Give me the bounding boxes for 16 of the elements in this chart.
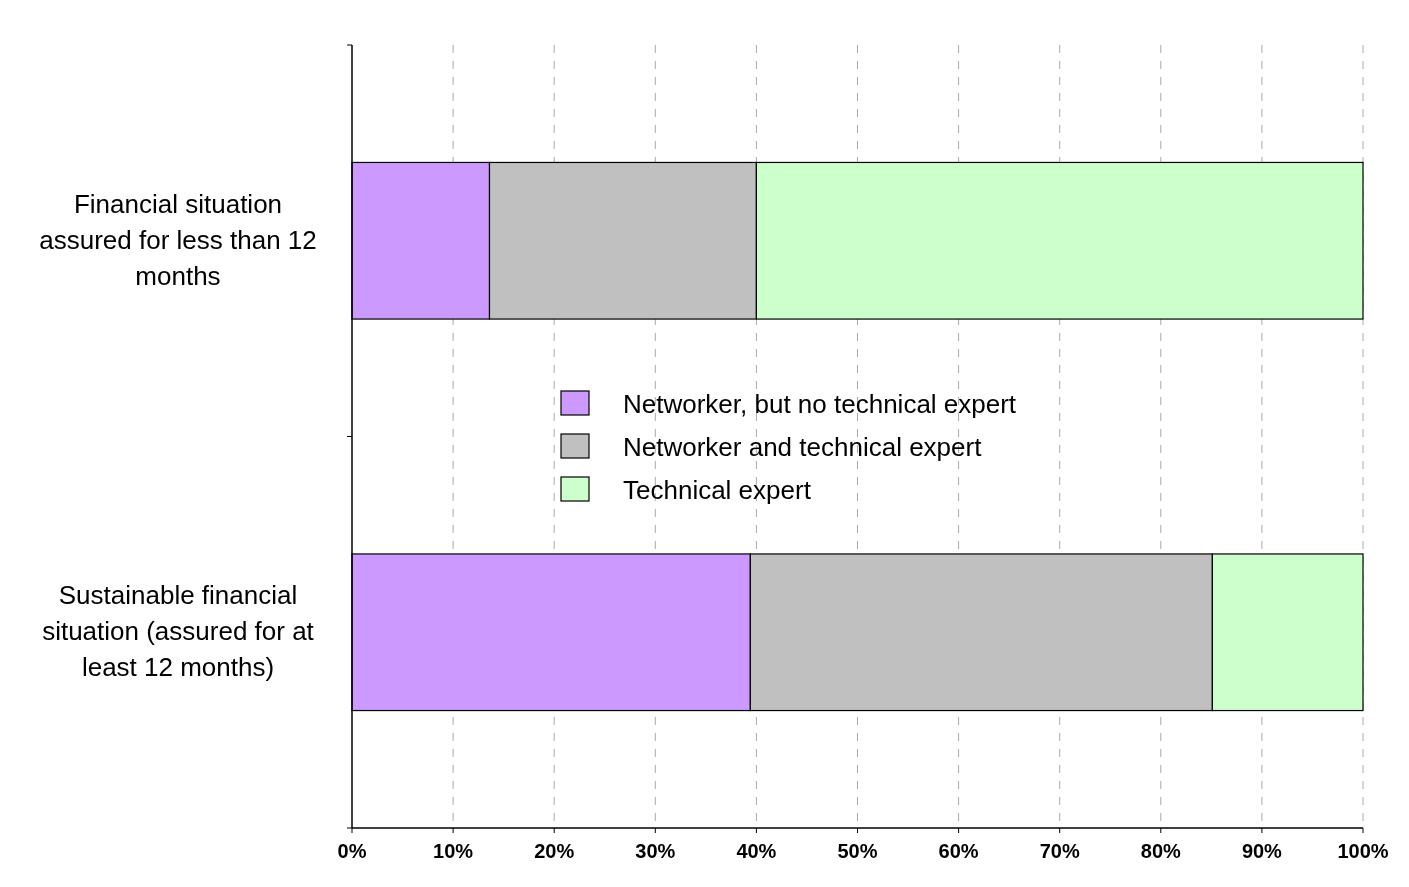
x-tick-label: 90% xyxy=(1241,840,1283,862)
x-tick-label: 80% xyxy=(1140,840,1182,862)
legend-label: Networker and technical expert xyxy=(623,432,983,462)
x-tick-label: 40% xyxy=(736,840,777,862)
legend-label: Networker, but no technical expert xyxy=(623,389,1017,419)
x-tick-label: 30% xyxy=(635,840,676,862)
x-tick-label: 50% xyxy=(837,840,878,862)
x-tick-label: 10% xyxy=(433,840,474,862)
x-tick-label: 70% xyxy=(1039,840,1080,862)
y-tick-label: Financial situation assured for less than 12 months xyxy=(39,188,317,291)
x-tick-label: 60% xyxy=(938,840,979,862)
y-tick-label: Sustainable financial situation (assured for at least 12 months) xyxy=(42,580,315,683)
x-tick-label: 100% xyxy=(1337,840,1389,862)
x-tick-label: 20% xyxy=(534,840,575,862)
legend-label: Technical expert xyxy=(623,475,812,505)
x-tick-label: 0% xyxy=(337,840,367,862)
